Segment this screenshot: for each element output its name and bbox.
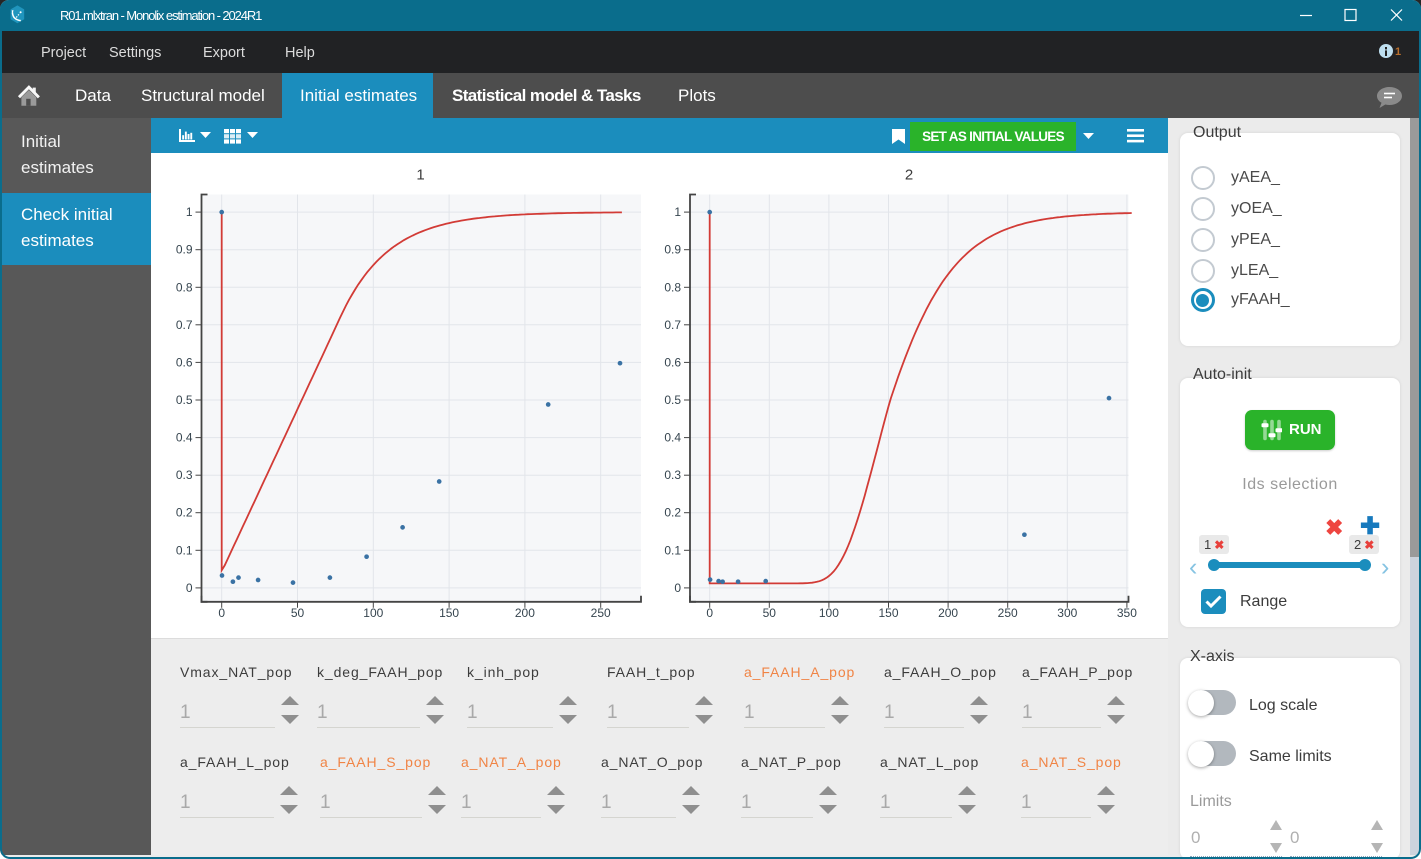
svg-text:0: 0 [674, 580, 681, 594]
svg-text:0.1: 0.1 [664, 543, 681, 557]
svg-text:0.9: 0.9 [664, 242, 681, 256]
svg-text:50: 50 [291, 605, 305, 619]
svg-text:0.2: 0.2 [176, 505, 193, 519]
svg-text:0.3: 0.3 [176, 468, 193, 482]
svg-text:250: 250 [591, 605, 611, 619]
svg-text:0.6: 0.6 [664, 355, 681, 369]
svg-text:0.8: 0.8 [664, 280, 681, 294]
svg-text:0.1: 0.1 [176, 543, 193, 557]
svg-text:0.2: 0.2 [664, 505, 681, 519]
svg-text:1: 1 [416, 166, 424, 183]
svg-text:200: 200 [938, 605, 958, 619]
svg-text:0.7: 0.7 [176, 317, 193, 331]
svg-text:350: 350 [1117, 605, 1137, 619]
svg-text:50: 50 [763, 605, 777, 619]
svg-text:1: 1 [186, 205, 193, 219]
svg-text:250: 250 [998, 605, 1018, 619]
svg-text:300: 300 [1057, 605, 1077, 619]
svg-text:150: 150 [878, 605, 898, 619]
svg-text:2: 2 [905, 166, 913, 183]
svg-text:100: 100 [363, 605, 383, 619]
svg-text:0.7: 0.7 [664, 317, 681, 331]
svg-text:100: 100 [819, 605, 839, 619]
svg-text:0.8: 0.8 [176, 280, 193, 294]
svg-text:0.4: 0.4 [664, 430, 681, 444]
svg-text:1: 1 [674, 205, 681, 219]
svg-text:0: 0 [218, 605, 225, 619]
svg-text:0: 0 [706, 605, 713, 619]
svg-text:0.4: 0.4 [176, 430, 193, 444]
svg-text:150: 150 [439, 605, 459, 619]
svg-text:0.3: 0.3 [664, 468, 681, 482]
svg-text:200: 200 [515, 605, 535, 619]
svg-text:0: 0 [186, 580, 193, 594]
svg-text:1: 1 [1395, 46, 1401, 58]
svg-text:0.5: 0.5 [176, 393, 193, 407]
svg-text:0.6: 0.6 [176, 355, 193, 369]
svg-text:0.5: 0.5 [664, 393, 681, 407]
svg-text:0.9: 0.9 [176, 242, 193, 256]
